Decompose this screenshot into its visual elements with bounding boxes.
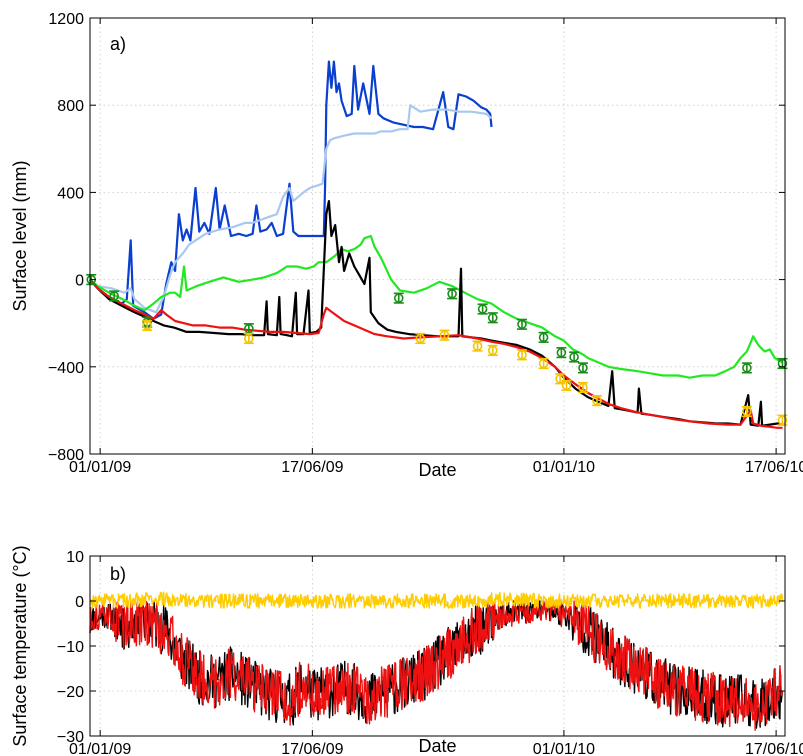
series-line xyxy=(89,600,784,731)
panel-a-grid xyxy=(90,18,785,454)
errorbar-point xyxy=(109,290,120,302)
errorbar-point xyxy=(439,329,450,341)
panel-b-series xyxy=(89,591,784,731)
panel-a-label: a) xyxy=(110,34,126,54)
series-line xyxy=(89,234,784,379)
errorbar-point xyxy=(577,381,588,394)
y-tick-label: −10 xyxy=(57,639,84,656)
errorbar-point xyxy=(538,331,549,343)
errorbar-point xyxy=(142,319,153,331)
panel-b-surface-temperature: −30 −20 −10 0 10 01/01/09 17/06/09 01/01/10 17/0… xyxy=(10,545,803,756)
y-tick-label: 400 xyxy=(57,185,84,202)
errorbar-point xyxy=(741,362,752,374)
errorbar-point xyxy=(591,394,602,407)
panel-a-series xyxy=(86,60,788,429)
errorbar-point xyxy=(393,292,404,304)
errorbar-point xyxy=(472,340,483,352)
errorbar-point xyxy=(415,332,426,345)
x-tick-label: 01/01/09 xyxy=(69,459,131,476)
panel-b-y-axis-label: Surface temperature (°C) xyxy=(10,545,30,746)
series-line xyxy=(89,60,493,320)
errorbar-point xyxy=(487,312,498,324)
errorbar-point xyxy=(561,379,572,391)
errorbar-point xyxy=(516,318,527,330)
errorbar-point xyxy=(777,414,788,426)
series-line xyxy=(89,104,493,314)
errorbar-point xyxy=(516,349,527,361)
y-tick-label: 0 xyxy=(75,273,84,290)
errorbar-point xyxy=(477,303,488,315)
series-line xyxy=(89,591,784,609)
y-tick-label: 1200 xyxy=(48,11,84,28)
series-line xyxy=(89,200,783,427)
errorbar-point xyxy=(243,323,254,335)
errorbar-point xyxy=(538,357,549,370)
errorbar-point xyxy=(577,362,588,374)
errorbar-point xyxy=(243,332,254,345)
panel-b-x-axis-label: Date xyxy=(418,736,456,756)
x-tick-label: 17/06/09 xyxy=(281,459,343,476)
panel-a-surface-level: −800 −400 0 400 800 1200 01/01/09 17/06/09 01/01… xyxy=(10,11,803,480)
y-tick-label: 0 xyxy=(75,594,84,611)
y-tick-label: −20 xyxy=(57,684,84,701)
x-tick-label: 17/06/10 xyxy=(745,459,803,476)
panel-a-frame xyxy=(89,17,786,455)
panel-a-ticks: −800 −400 0 400 800 1200 01/01/09 17/06/09 01/01… xyxy=(48,11,803,476)
y-tick-label: 10 xyxy=(66,549,84,566)
x-tick-label: 01/01/09 xyxy=(69,741,131,756)
panel-b-ticks: −30 −20 −10 0 10 01/01/09 17/06/09 01/01/10 17/0… xyxy=(57,549,803,756)
y-tick-label: −400 xyxy=(48,360,84,377)
y-tick-label: −800 xyxy=(48,447,84,464)
errorbar-point xyxy=(487,344,498,357)
x-tick-label: 01/01/10 xyxy=(533,741,595,756)
x-tick-label: 01/01/10 xyxy=(533,459,595,476)
series-line xyxy=(89,278,783,429)
errorbar-point xyxy=(569,351,580,363)
panel-a-x-axis-label: Date xyxy=(418,460,456,480)
y-tick-label: −30 xyxy=(57,729,84,746)
errorbar-point xyxy=(447,288,458,300)
panel-a-y-axis-label: Surface level (mm) xyxy=(10,160,30,311)
panel-b-label: b) xyxy=(110,564,126,584)
y-tick-label: 800 xyxy=(57,98,84,115)
errorbar-series xyxy=(142,319,788,426)
errorbar-point xyxy=(556,347,567,359)
x-tick-label: 17/06/09 xyxy=(281,741,343,756)
x-tick-label: 17/06/10 xyxy=(745,741,803,756)
errorbar-point xyxy=(741,405,752,418)
